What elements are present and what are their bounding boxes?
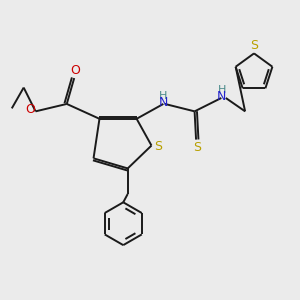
Text: S: S	[193, 140, 201, 154]
Text: S: S	[250, 40, 258, 52]
Text: O: O	[70, 64, 80, 77]
Text: N: N	[159, 96, 168, 109]
Text: H: H	[218, 85, 226, 95]
Text: H: H	[159, 91, 168, 100]
Text: S: S	[154, 140, 162, 153]
Text: O: O	[25, 103, 35, 116]
Text: N: N	[217, 90, 226, 103]
